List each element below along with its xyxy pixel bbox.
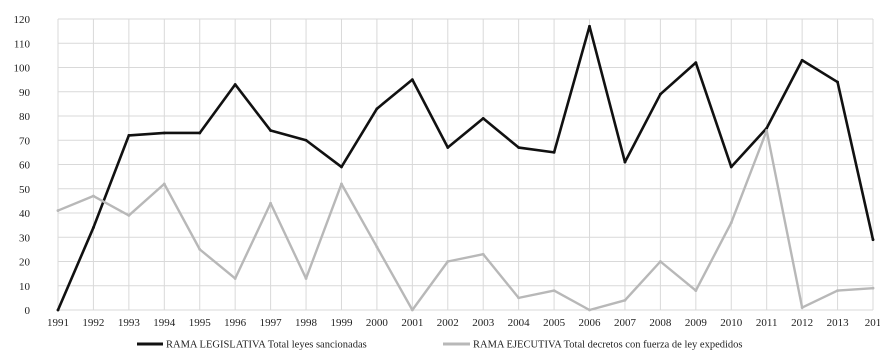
series-1-point — [694, 61, 698, 65]
series-1-point — [375, 107, 379, 111]
x-tick-label: 2007 — [614, 317, 637, 329]
series-1-point — [304, 138, 308, 142]
series-1-point — [446, 146, 450, 149]
legend-label-2: RAMA EJECUTIVA Total decretos con fuerza… — [473, 340, 742, 350]
x-tick-label: 1993 — [118, 317, 141, 329]
series-2-point — [162, 182, 166, 186]
series-line-1 — [56, 24, 875, 312]
series-1-point — [56, 308, 60, 312]
x-tick-label: 2004 — [508, 317, 531, 329]
y-tick-label: 90 — [19, 87, 31, 99]
series-1-point — [198, 131, 202, 135]
series-1-point — [871, 238, 875, 242]
y-tick-label: 70 — [19, 135, 31, 147]
x-tick-label: 2000 — [366, 317, 389, 329]
series-2-point — [729, 221, 733, 225]
series-1-point — [552, 150, 556, 154]
x-tick-label: 1994 — [153, 317, 176, 329]
y-tick-label: 30 — [19, 232, 31, 244]
series-1-point — [836, 80, 839, 84]
series-1-point — [410, 78, 414, 82]
x-tick-label: 1995 — [189, 317, 212, 329]
series-2-point — [198, 247, 202, 251]
series-2-point — [340, 182, 343, 186]
series-2-point — [446, 260, 450, 263]
series-1-point — [517, 146, 521, 149]
series-2-point — [269, 201, 273, 205]
x-tick-label: 2002 — [437, 317, 459, 329]
series-2-point — [836, 289, 839, 292]
series-line-2 — [56, 129, 875, 312]
series-2-point — [871, 286, 875, 290]
y-tick-label: 10 — [19, 281, 31, 293]
legend-label-1: RAMA LEGISLATIVA Total leyes sancionadas — [166, 340, 367, 350]
series-2-point — [127, 214, 131, 217]
x-tick-label: 2011 — [756, 317, 778, 329]
series-1-point — [800, 58, 804, 62]
series-1-point — [623, 160, 627, 164]
series-1-point — [481, 117, 485, 120]
x-tick-label: 2010 — [720, 317, 743, 329]
series-2-point — [694, 289, 698, 292]
series-2-point — [588, 308, 591, 312]
y-tick-label: 100 — [14, 63, 31, 75]
series-2-point — [800, 306, 804, 309]
series-2-point — [92, 194, 95, 198]
y-tick-label: 60 — [19, 160, 31, 172]
series-lines — [56, 24, 875, 312]
series-2-point — [517, 296, 521, 300]
x-tick-label: 2006 — [579, 317, 602, 329]
y-tick-label: 110 — [14, 38, 31, 50]
y-axis-ticks: 0 10 20 30 40 50 60 70 80 90 100 110 120 — [14, 14, 31, 317]
series-1-point — [233, 83, 237, 86]
y-tick-label: 20 — [19, 257, 31, 269]
series-1-point — [340, 165, 343, 169]
series-2-point — [765, 129, 769, 132]
gridlines — [57, 18, 874, 311]
x-tick-label: 2005 — [543, 317, 566, 329]
series-1-point — [658, 92, 662, 96]
x-tick-label: 1996 — [224, 317, 247, 329]
x-tick-label: 2013 — [827, 317, 850, 329]
x-axis-ticks: 1991 1992 1993 1994 1995 1996 1997 1998 1999 2000… — [47, 317, 880, 329]
series-2-point — [304, 277, 308, 280]
series-1-point — [92, 226, 95, 229]
series-1-point — [269, 129, 273, 132]
y-tick-label: 80 — [19, 111, 31, 123]
series-2-point — [658, 260, 662, 263]
x-tick-label: 1997 — [260, 317, 283, 329]
y-tick-label: 50 — [19, 184, 31, 196]
x-tick-label: 2008 — [649, 317, 672, 329]
x-tick-label: 2001 — [401, 317, 423, 329]
series-2-point — [623, 298, 627, 302]
series-2-point — [375, 245, 379, 249]
series-1-point — [127, 134, 131, 137]
series-1-point — [765, 126, 769, 130]
x-tick-label: 1992 — [82, 317, 104, 329]
series-1-point — [588, 24, 591, 28]
x-tick-label: 1998 — [295, 317, 318, 329]
x-tick-label: 1999 — [330, 317, 353, 329]
x-tick-label: 201 — [865, 317, 880, 329]
y-tick-label: 0 — [25, 305, 31, 317]
series-2-point — [552, 289, 556, 292]
series-1-point — [729, 165, 733, 169]
x-tick-label: 2003 — [472, 317, 495, 329]
legend: RAMA LEGISLATIVA Total leyes sancionadas… — [137, 340, 742, 350]
y-tick-label: 120 — [14, 14, 31, 26]
x-tick-label: 2012 — [791, 317, 813, 329]
series-2-point — [233, 277, 237, 280]
series-2-point — [56, 209, 60, 212]
series-1-point — [162, 131, 166, 135]
y-tick-label: 40 — [19, 208, 31, 220]
x-tick-label: 2009 — [685, 317, 708, 329]
x-tick-label: 1991 — [47, 317, 69, 329]
series-2-point — [410, 308, 414, 312]
series-2-point — [481, 252, 485, 256]
